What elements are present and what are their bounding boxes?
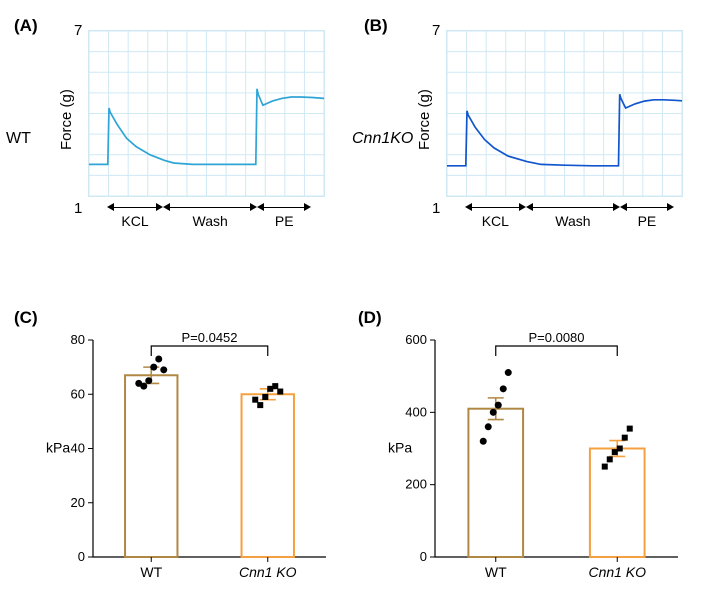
segment-label: Wash (185, 213, 235, 229)
svg-text:0: 0 (78, 549, 85, 564)
panel-label-c: (C) (14, 308, 38, 328)
panel-label-d: (D) (358, 308, 382, 328)
svg-text:40: 40 (71, 441, 85, 456)
trace-a-ymin: 1 (74, 200, 82, 217)
svg-text:0: 0 (420, 549, 427, 564)
trace-b-ylabel: Force (g) (416, 89, 433, 150)
svg-text:20: 20 (71, 495, 85, 510)
segment-label: PE (622, 213, 672, 229)
trace-plot-b (446, 30, 683, 197)
bar-chart-d: 0 200 400 600 kPa WT Cnn1 KO P=0.0080 (380, 320, 690, 595)
segment-label: KCL (470, 213, 520, 229)
trace-b-ymin: 1 (432, 200, 440, 217)
svg-text:600: 600 (405, 332, 427, 347)
svg-text:kPa: kPa (388, 440, 412, 456)
svg-text:WT: WT (140, 564, 162, 580)
group-label-cnn1ko: Cnn1KO (352, 130, 413, 148)
svg-text:kPa: kPa (46, 440, 70, 456)
segment-label: PE (259, 213, 309, 229)
svg-text:WT: WT (485, 564, 507, 580)
svg-text:400: 400 (405, 404, 427, 419)
trace-a-ylabel: Force (g) (58, 89, 75, 150)
trace-a-ymax: 7 (74, 22, 82, 39)
svg-text:60: 60 (71, 386, 85, 401)
svg-text:200: 200 (405, 477, 427, 492)
panel-label-a: (A) (14, 16, 38, 36)
bar-chart-c: 0 20 40 60 80 kPa WT Cnn1 KO P=0.0452 (38, 320, 338, 595)
svg-text:80: 80 (71, 332, 85, 347)
svg-text:P=0.0080: P=0.0080 (528, 330, 584, 345)
segment-label: KCL (110, 213, 160, 229)
panel-label-b: (B) (364, 16, 388, 36)
segment-label: Wash (548, 213, 598, 229)
svg-text:Cnn1 KO: Cnn1 KO (588, 564, 646, 580)
svg-text:P=0.0452: P=0.0452 (181, 330, 237, 345)
trace-plot-a (88, 30, 325, 197)
group-label-wt: WT (6, 130, 31, 148)
svg-text:Cnn1 KO: Cnn1 KO (239, 564, 297, 580)
trace-b-ymax: 7 (432, 22, 440, 39)
